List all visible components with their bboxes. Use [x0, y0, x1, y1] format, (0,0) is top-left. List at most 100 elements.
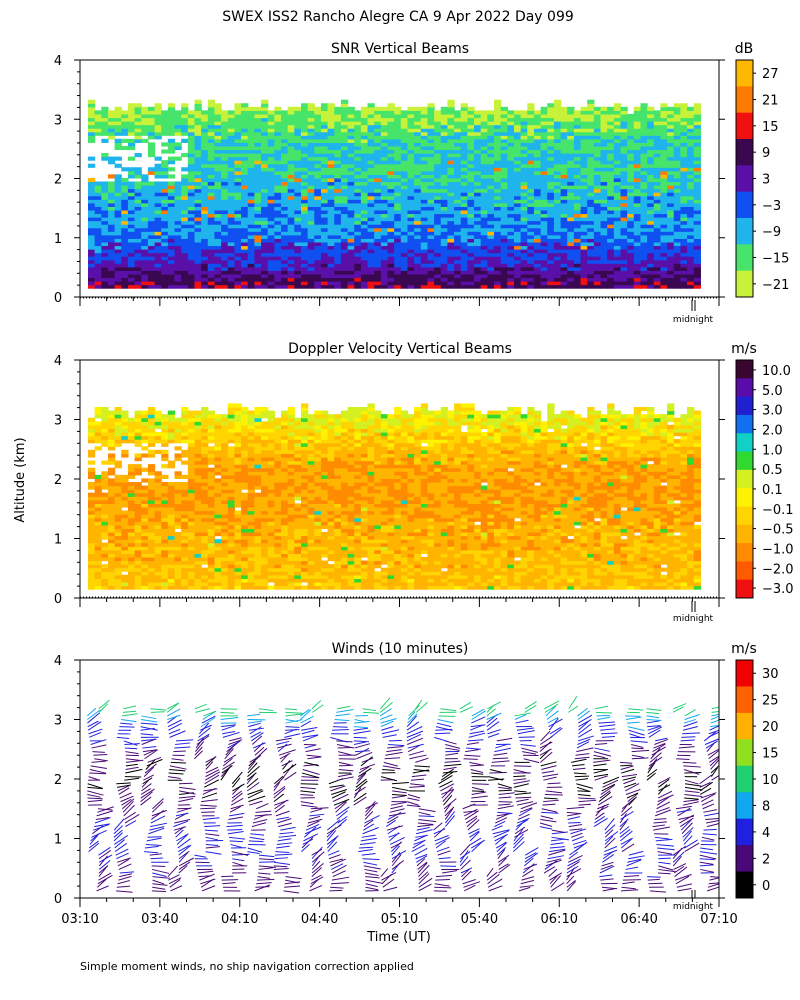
snr-cell [633, 121, 642, 126]
snr-cell [667, 273, 675, 279]
snr-cell [221, 281, 229, 286]
snr-cell [247, 224, 255, 229]
velocity-cell [94, 574, 102, 579]
snr-cell [307, 209, 315, 215]
snr-cell [573, 145, 582, 151]
snr-cell [354, 128, 362, 133]
snr-cell [147, 106, 156, 111]
snr-cell [254, 273, 262, 279]
snr-cell [680, 170, 688, 175]
snr-cell [553, 195, 562, 200]
snr-cell [307, 224, 315, 229]
snr-cell [573, 224, 582, 229]
snr-cell [267, 224, 275, 229]
snr-cell [267, 209, 275, 215]
snr-cell [487, 266, 495, 271]
snr-cell [560, 199, 568, 204]
snr-cell [281, 188, 289, 193]
snr-cell [520, 249, 528, 254]
snr-cell [680, 241, 688, 247]
snr-cell [627, 252, 635, 257]
snr-cell [567, 170, 575, 175]
snr-cell [187, 192, 196, 197]
snr-cell [121, 277, 129, 282]
snr-cell [307, 106, 315, 111]
snr-cell [107, 256, 116, 261]
velocity-cell [94, 553, 102, 558]
snr-cell [487, 281, 495, 286]
snr-cell [407, 142, 415, 147]
snr-cell [141, 174, 149, 179]
snr-cell [147, 284, 156, 289]
snr-cell [127, 142, 136, 147]
snr-cell [447, 177, 455, 183]
snr-cell [613, 131, 622, 136]
snr-cell [660, 113, 668, 119]
snr-cell [360, 213, 369, 218]
snr-cell [667, 170, 675, 175]
velocity-cell [101, 431, 109, 437]
snr-cell [653, 163, 662, 168]
snr-cell [547, 160, 555, 165]
snr-cell [660, 252, 668, 257]
snr-cell [633, 195, 642, 200]
snr-cell [187, 113, 196, 119]
snr-cell [234, 131, 242, 136]
snr-cell [593, 199, 602, 204]
snr-cell [633, 160, 642, 165]
snr-cell [434, 117, 442, 122]
snr-cell [653, 195, 662, 200]
snr-cell [660, 202, 668, 207]
snr-cell [354, 177, 362, 183]
snr-cell [500, 195, 508, 200]
snr-cell [427, 231, 435, 236]
snr-cell [347, 128, 355, 133]
snr-cell [467, 252, 475, 257]
snr-cell [687, 131, 695, 136]
snr-cell [407, 177, 415, 183]
snr-cell [261, 181, 269, 186]
snr-cell [533, 252, 542, 257]
snr-cell [87, 110, 96, 115]
snr-cell [540, 142, 548, 147]
snr-cell [407, 106, 415, 111]
snr-cell [487, 192, 495, 197]
snr-cell [340, 249, 349, 254]
snr-cell [434, 177, 442, 183]
velocity-cell [134, 574, 142, 579]
snr-cell [261, 241, 269, 247]
snr-cell [340, 110, 349, 115]
snr-cell [367, 192, 375, 197]
snr-cell [181, 231, 189, 236]
snr-cell [420, 259, 429, 264]
snr-cell [693, 266, 701, 271]
snr-cell [187, 277, 196, 282]
snr-cell [560, 273, 568, 279]
snr-cell [141, 259, 149, 264]
snr-cell [460, 153, 468, 158]
snr-cell [207, 199, 216, 204]
snr-cell [387, 195, 395, 200]
snr-cell [201, 153, 209, 158]
snr-cell [434, 124, 442, 129]
snr-cell [620, 259, 628, 264]
snr-cell [500, 238, 508, 243]
velocity-cell [101, 485, 109, 490]
snr-cell [181, 277, 189, 282]
snr-cell [154, 117, 162, 122]
snr-cell [187, 128, 196, 133]
snr-cell [487, 181, 495, 186]
snr-cell [640, 252, 648, 257]
snr-cell [281, 124, 289, 129]
snr-cell [400, 231, 409, 236]
snr-cell [234, 202, 242, 207]
velocity-cell [107, 481, 116, 487]
snr-cell [187, 142, 196, 147]
snr-cell [540, 163, 548, 168]
snr-cell [693, 245, 701, 250]
snr-cell [547, 181, 555, 186]
snr-cell [494, 185, 502, 190]
snr-cell [380, 188, 389, 193]
snr-cell [613, 181, 622, 186]
snr-cell [287, 281, 295, 286]
